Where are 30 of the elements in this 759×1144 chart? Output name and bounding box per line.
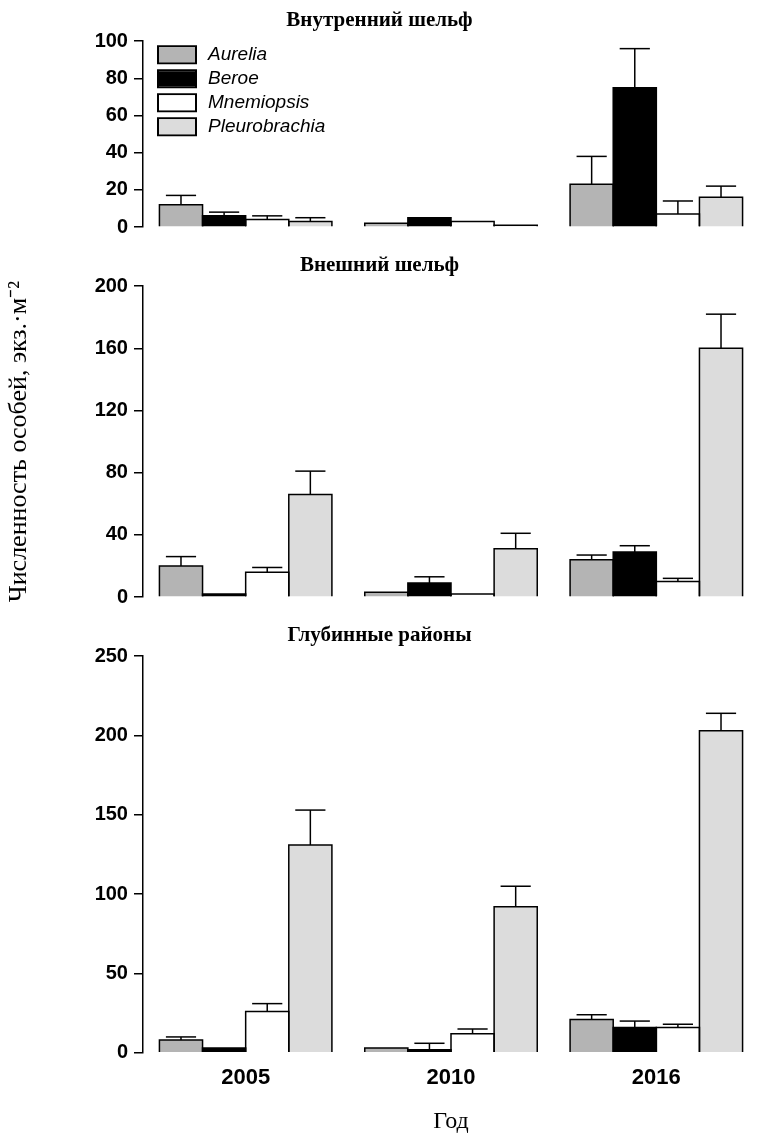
chart-title: Внутренний шельф — [286, 7, 473, 32]
y-tick-label: 120 — [94, 398, 128, 421]
y-tick-label: 0 — [116, 584, 128, 607]
y-tick-label: 0 — [116, 1040, 128, 1063]
y-tick-label: 50 — [105, 961, 128, 983]
y-tick-label: 80 — [105, 65, 128, 88]
x-axis-title: Год — [433, 1106, 469, 1133]
chart-title: Внешний шельф — [299, 252, 460, 277]
y-tick-label: 200 — [94, 273, 128, 296]
y-tick-label: 100 — [94, 28, 128, 51]
y-tick-label: 250 — [94, 643, 128, 666]
legend-label: Pleurobrachia — [208, 115, 326, 137]
y-tick-label: 200 — [94, 723, 128, 746]
y-tick-label: 0 — [116, 214, 128, 237]
x-tick-label: 2010 — [426, 1064, 476, 1090]
legend-label: Beroe — [208, 67, 259, 89]
x-tick-label: 2005 — [221, 1064, 271, 1090]
legend-label: Mnemiopsis — [208, 91, 310, 113]
legend-label: Aurelia — [207, 43, 268, 65]
y-tick-label: 150 — [94, 802, 128, 825]
x-tick-label: 2016 — [631, 1064, 681, 1090]
chart-title: Глубинные районы — [287, 622, 472, 647]
y-tick-label: 60 — [105, 103, 128, 126]
y-tick-label: 100 — [94, 881, 128, 904]
y-tick-label: 40 — [105, 522, 128, 545]
y-tick-label: 20 — [105, 177, 128, 200]
y-axis-title: Численность особей, экз.·м⁻² — [3, 280, 33, 603]
y-tick-label: 40 — [105, 140, 128, 163]
y-tick-label: 80 — [105, 460, 128, 483]
y-tick-label: 160 — [94, 335, 128, 358]
